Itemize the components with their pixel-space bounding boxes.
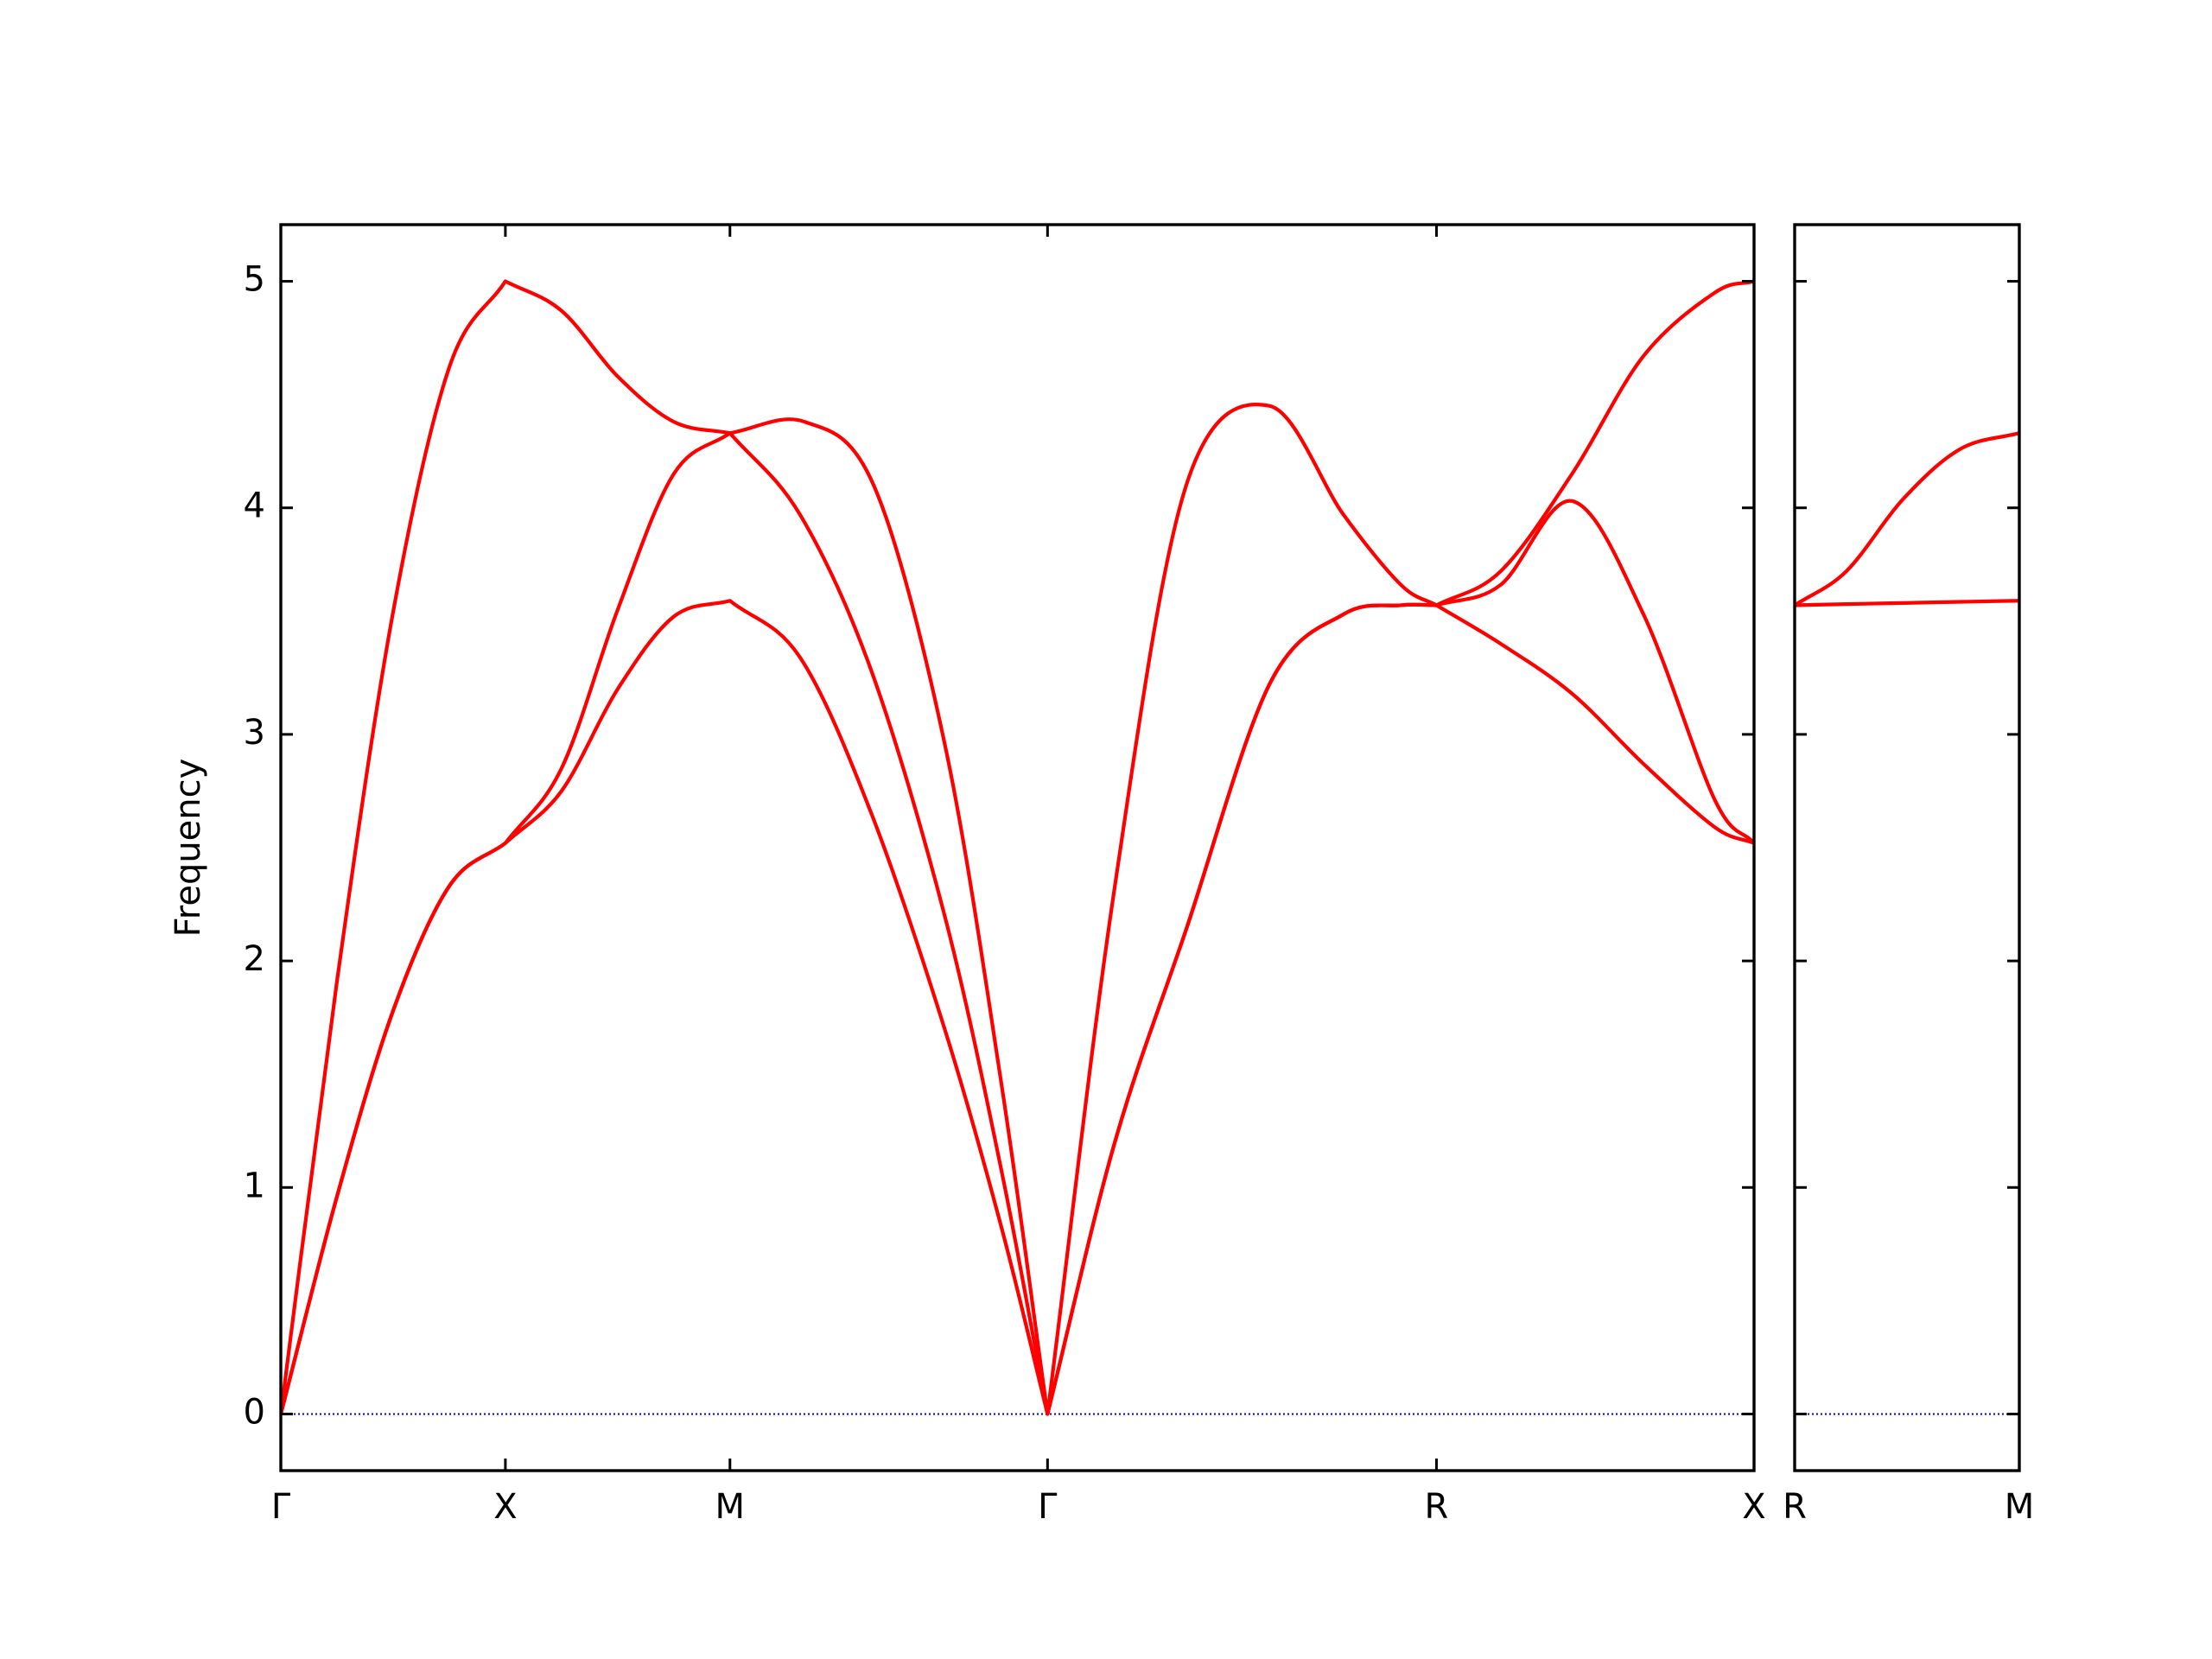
x-tick-label: R [1425,1487,1449,1527]
y-tick-label: 4 [244,486,265,526]
y-axis-label: Frequency [168,759,208,938]
y-tick-label: 1 [244,1166,265,1205]
plot-frame [279,223,1756,1472]
x-tick-label: Γ [1038,1487,1058,1527]
y-tick-label: 5 [244,260,265,300]
x-tick-label: R [1783,1487,1807,1527]
y-tick-label: 0 [244,1392,265,1432]
band-line [1795,599,2019,607]
y-tick-label: 2 [244,939,265,979]
band-line [1795,431,2019,607]
band-line [281,599,1754,1416]
x-tick-label: M [715,1487,746,1527]
x-tick-label: M [2005,1487,2035,1527]
band-line [281,431,1754,1416]
x-tick-label: Γ [271,1487,291,1527]
plot-frame [1793,223,2021,1472]
x-tick-label: X [1742,1487,1765,1527]
y-tick-label: 3 [244,713,265,753]
x-tick-label: X [493,1487,517,1527]
